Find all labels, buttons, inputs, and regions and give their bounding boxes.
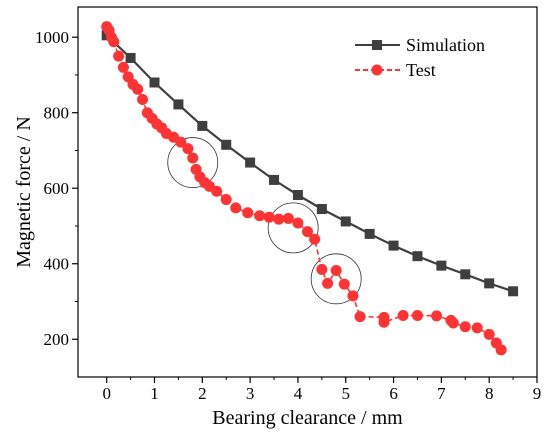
- data-point: [316, 263, 328, 275]
- data-point: [302, 226, 313, 238]
- data-point: [508, 286, 519, 297]
- data-point: [338, 278, 350, 290]
- y-tick-label: 400: [44, 255, 70, 274]
- data-point: [108, 36, 120, 48]
- data-point: [273, 213, 285, 225]
- data-point: [230, 202, 242, 214]
- data-point: [340, 216, 351, 227]
- data-point: [447, 317, 459, 329]
- data-point: [137, 94, 149, 105]
- data-point: [242, 207, 254, 219]
- x-tick-label: 5: [342, 384, 351, 403]
- data-point: [245, 157, 256, 168]
- annotation-circle: [267, 202, 319, 254]
- data-point: [309, 233, 321, 245]
- data-point: [397, 309, 409, 321]
- series-test: [101, 21, 507, 356]
- data-point: [431, 310, 443, 322]
- x-tick-label: 6: [389, 384, 398, 403]
- x-tick-label: 7: [437, 384, 446, 403]
- data-point: [254, 210, 266, 222]
- axis-ticks: 0 1 2 3 4 5 6 7 8 9 200 400 600 800 1000: [35, 28, 541, 403]
- x-tick-label: 0: [102, 384, 111, 403]
- annotation-circle: [167, 137, 219, 188]
- data-point: [211, 185, 223, 197]
- data-point: [354, 311, 366, 323]
- data-point: [149, 77, 160, 88]
- legend-marker: [372, 40, 382, 50]
- data-point: [471, 322, 483, 334]
- data-point: [113, 50, 125, 62]
- data-point: [197, 120, 208, 131]
- legend-label: Test: [406, 60, 436, 80]
- x-tick-label: 8: [485, 384, 494, 403]
- annotation-circle: [310, 253, 362, 305]
- data-point: [483, 328, 495, 340]
- data-point: [495, 344, 507, 356]
- y-tick-label: 1000: [35, 28, 69, 47]
- data-point: [292, 217, 304, 229]
- series-line: [106, 26, 502, 351]
- data-point: [330, 265, 342, 277]
- data-point: [347, 290, 359, 302]
- data-point: [220, 194, 232, 206]
- y-axis-label: Magnetic force / N: [13, 116, 35, 268]
- data-point: [322, 277, 334, 289]
- data-point: [460, 269, 471, 280]
- data-point: [378, 316, 390, 328]
- legend-marker: [371, 64, 383, 76]
- data-point: [436, 260, 447, 271]
- series-simulation: [101, 30, 519, 297]
- data-point: [316, 203, 327, 214]
- data-point: [484, 278, 495, 289]
- data-point: [292, 190, 303, 201]
- y-tick-label: 600: [44, 179, 70, 198]
- data-point: [175, 136, 187, 148]
- data-point: [282, 212, 294, 224]
- x-tick-label: 1: [150, 384, 159, 403]
- x-axis-label: Bearing clearance / mm: [212, 407, 403, 429]
- x-tick-label: 2: [198, 384, 207, 403]
- data-point: [269, 174, 280, 185]
- annotation-circles: [167, 137, 362, 305]
- data-point: [173, 99, 184, 110]
- plot-frame: [77, 6, 538, 378]
- data-point: [117, 61, 129, 73]
- data-point: [187, 152, 199, 164]
- y-tick-label: 800: [44, 104, 70, 123]
- data-point: [412, 251, 423, 262]
- x-tick-label: 4: [294, 384, 303, 403]
- legend: Simulation Test: [355, 35, 485, 80]
- data-point: [411, 309, 423, 321]
- data-point: [388, 240, 399, 251]
- data-point: [263, 211, 275, 223]
- data-point: [132, 83, 144, 95]
- x-tick-label: 9: [533, 384, 542, 403]
- data-point: [125, 52, 136, 63]
- x-tick-label: 3: [246, 384, 255, 403]
- data-point: [364, 228, 375, 239]
- series-layer: [101, 21, 519, 356]
- data-point: [182, 143, 194, 155]
- legend-label: Simulation: [406, 35, 485, 55]
- data-point: [459, 321, 471, 333]
- y-tick-label: 200: [44, 330, 70, 349]
- data-point: [221, 139, 232, 150]
